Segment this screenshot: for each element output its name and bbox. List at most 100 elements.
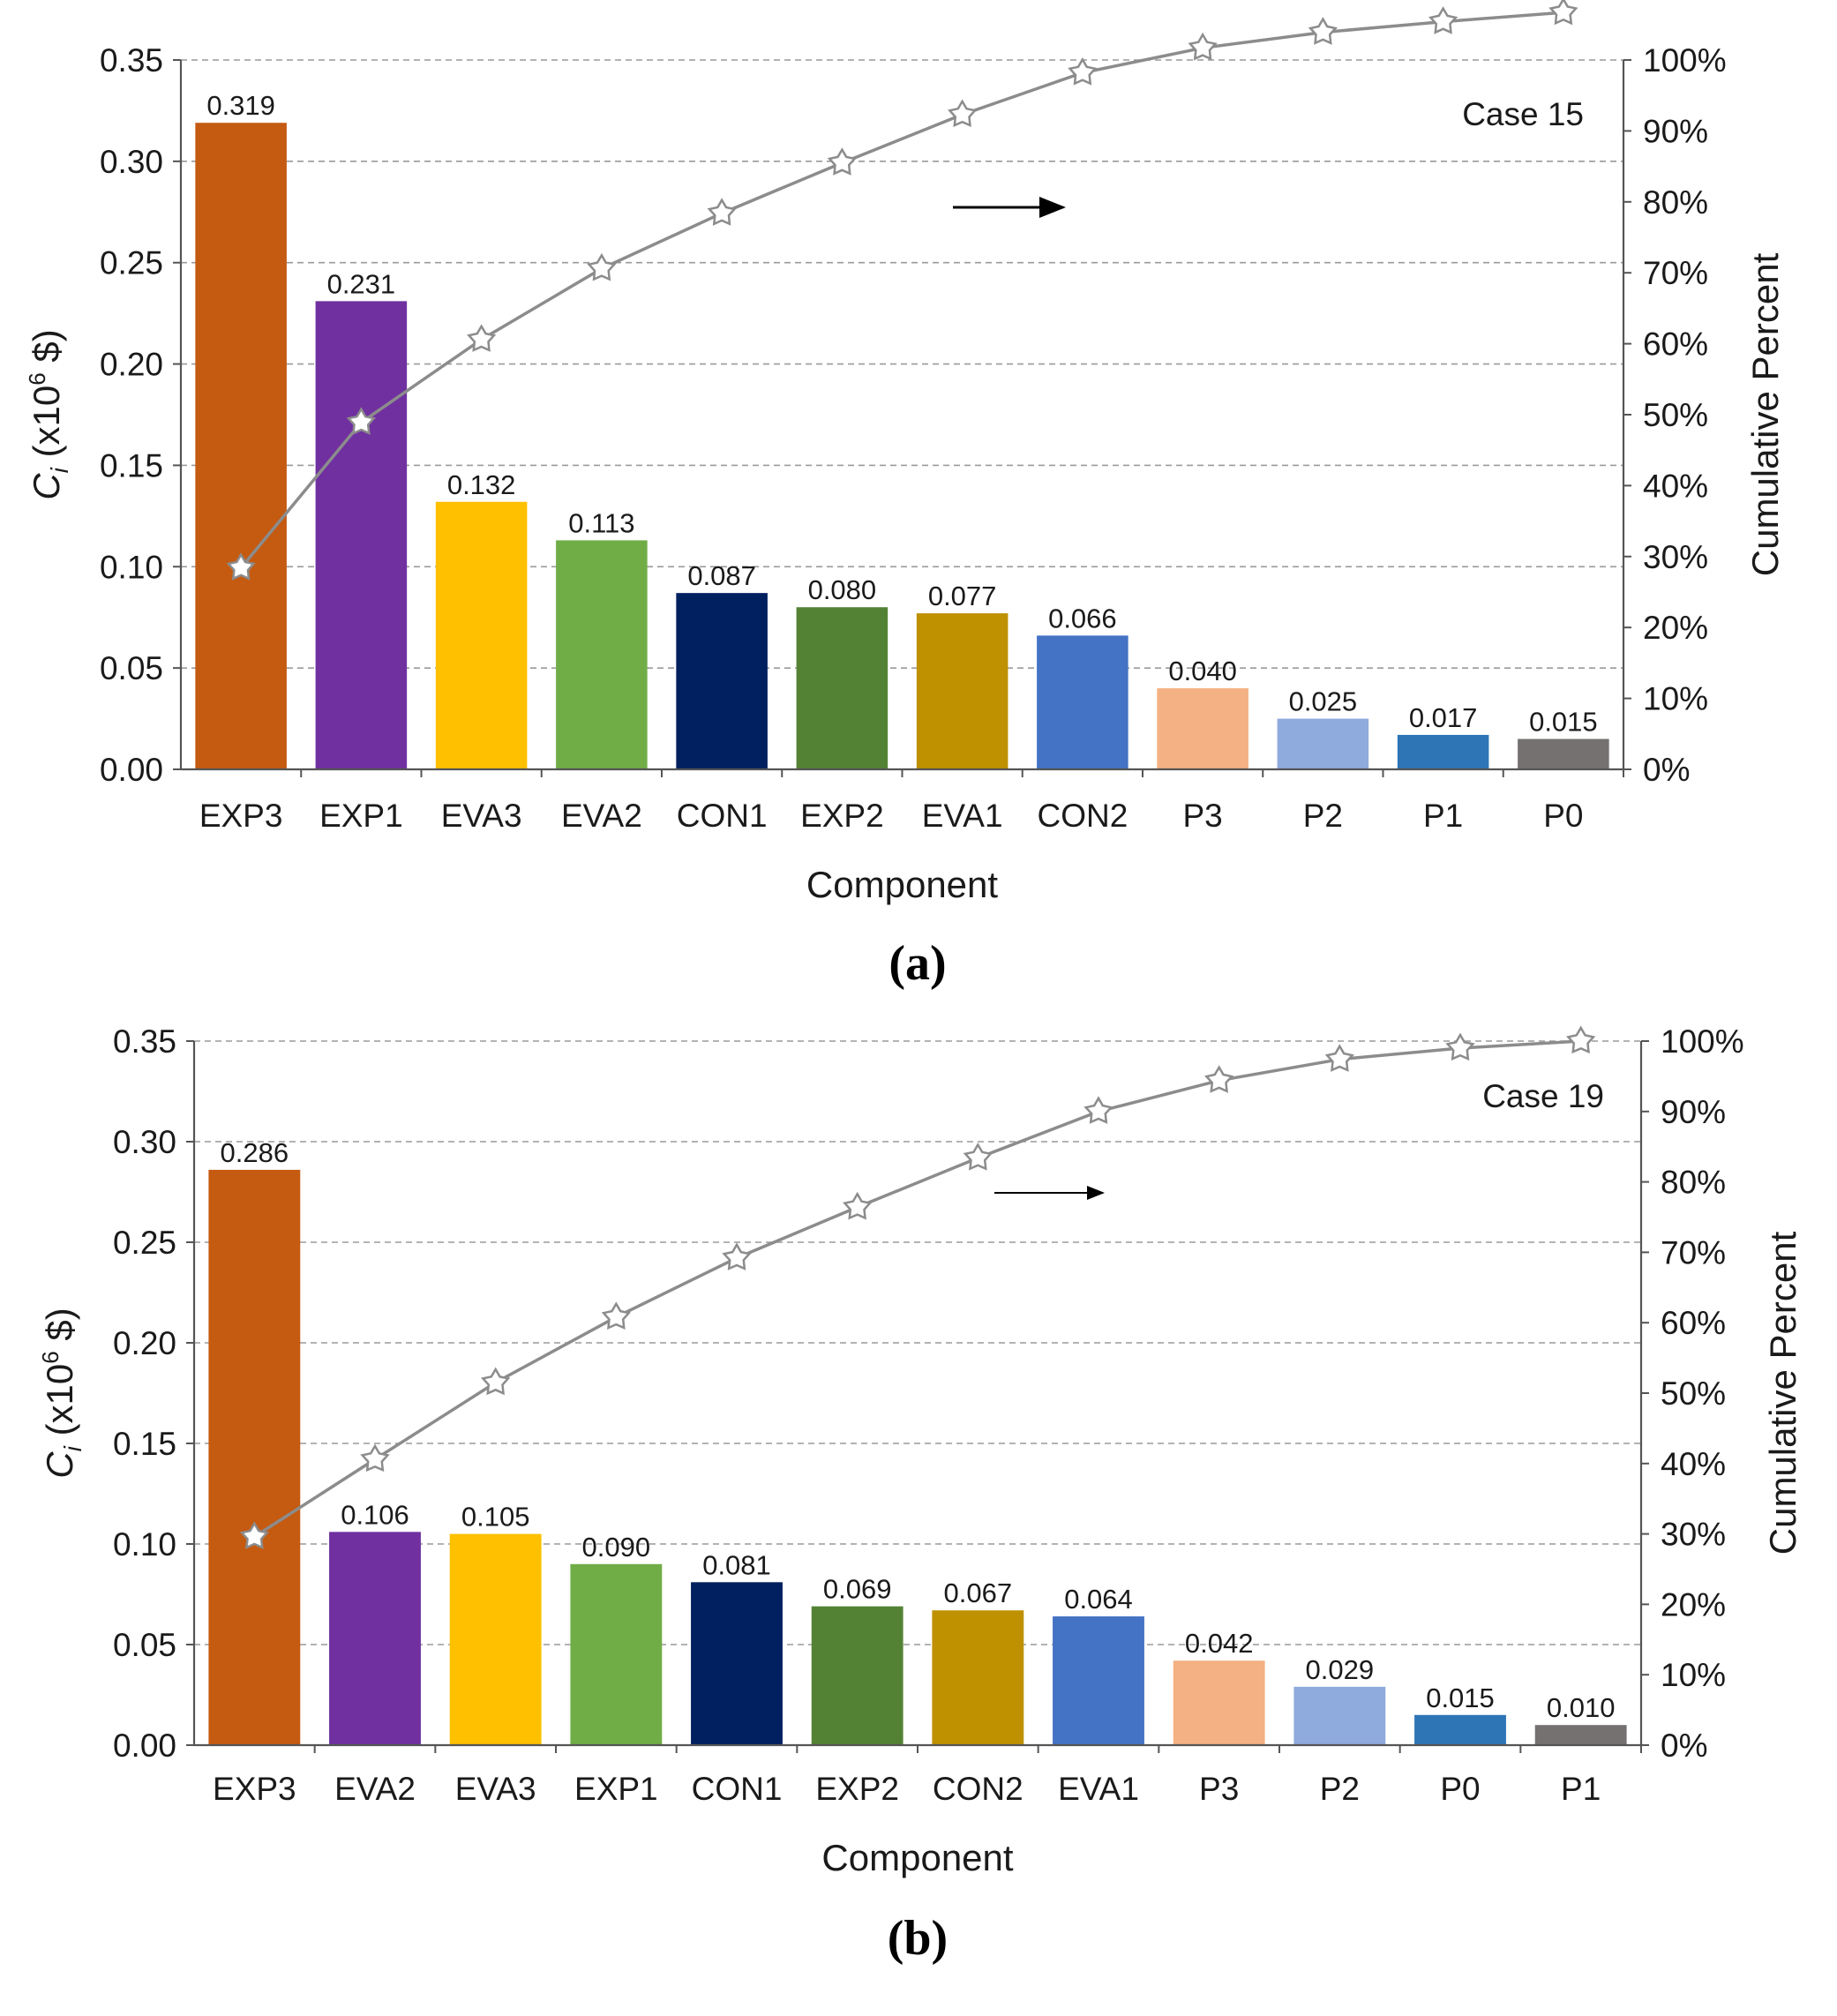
bar-value-label: 0.069	[823, 1574, 892, 1605]
x-category-label: EXP2	[815, 1771, 899, 1807]
y2-tick-label: 30%	[1643, 539, 1708, 575]
y-tick-label: 0.15	[100, 447, 163, 483]
bar-eva3	[435, 501, 528, 769]
cumulative-point-marker	[467, 324, 497, 352]
panel-label: (a)	[889, 936, 946, 991]
cumulative-point-marker	[707, 198, 737, 226]
y-tick-label: 0.25	[100, 245, 163, 281]
y2-tick-label: 0%	[1661, 1727, 1707, 1764]
y-tick-label: 0.25	[113, 1225, 176, 1261]
bar-value-label: 0.015	[1426, 1682, 1495, 1713]
bar-value-label: 0.081	[702, 1549, 771, 1580]
case-annotation: Case 15	[1462, 96, 1584, 132]
y2-tick-label: 10%	[1661, 1657, 1726, 1693]
bar-value-label: 0.113	[568, 507, 634, 538]
x-category-label: EVA2	[334, 1771, 416, 1807]
y-tick-label: 0.20	[113, 1325, 176, 1361]
x-category-label: P0	[1440, 1771, 1480, 1807]
bar-value-label: 0.105	[461, 1502, 530, 1533]
bar-value-label: 0.066	[1048, 603, 1117, 633]
cumulative-point-marker	[722, 1242, 752, 1270]
y2-axis-title: Cumulative Percent	[1744, 252, 1786, 576]
y2-tick-label: 30%	[1661, 1517, 1726, 1553]
bar-value-label: 0.064	[1064, 1584, 1133, 1615]
y2-tick-label: 80%	[1643, 184, 1708, 221]
y-tick-label: 0.30	[113, 1124, 176, 1160]
x-category-label: P2	[1320, 1771, 1360, 1807]
x-category-label: P3	[1199, 1771, 1239, 1807]
y2-tick-label: 80%	[1661, 1165, 1726, 1201]
bar-con1	[691, 1582, 783, 1745]
x-category-label: P0	[1543, 798, 1583, 834]
x-category-label: EXP2	[800, 798, 884, 834]
bar-value-label: 0.067	[944, 1578, 1013, 1608]
cumulative-point-marker	[1308, 17, 1338, 45]
y2-tick-label: 100%	[1643, 42, 1727, 79]
x-category-label: EXP3	[213, 1771, 296, 1807]
x-category-label: EVA3	[455, 1771, 536, 1807]
x-category-label: CON1	[677, 798, 768, 834]
cumulative-point-marker	[1445, 1032, 1475, 1061]
bar-p1	[1534, 1725, 1627, 1745]
bar-eva1	[1053, 1616, 1144, 1745]
y2-tick-label: 10%	[1643, 681, 1708, 717]
cumulative-point-marker	[1083, 1096, 1113, 1124]
x-category-label: EXP1	[574, 1771, 658, 1807]
y-tick-label: 0.10	[113, 1526, 176, 1563]
y-tick-label: 0.35	[100, 42, 163, 79]
cumulative-point-marker	[587, 252, 617, 281]
bar-eva1	[916, 613, 1008, 769]
bar-exp1	[570, 1563, 663, 1745]
bar-con2	[1037, 635, 1128, 769]
bar-value-label: 0.106	[341, 1499, 409, 1530]
x-axis-title: Component	[806, 864, 998, 905]
y-tick-label: 0.10	[100, 549, 163, 585]
case-annotation: Case 19	[1482, 1078, 1604, 1114]
x-category-label: CON2	[1037, 798, 1128, 834]
bar-eva2	[329, 1532, 421, 1745]
y2-tick-label: 20%	[1643, 610, 1708, 646]
y-tick-label: 0.00	[113, 1727, 176, 1764]
y2-tick-label: 50%	[1661, 1375, 1726, 1412]
bar-value-label: 0.319	[206, 90, 275, 121]
cumulative-point-marker	[1204, 1065, 1234, 1093]
y2-tick-label: 70%	[1661, 1234, 1726, 1270]
y-tick-label: 0.05	[113, 1627, 176, 1663]
bar-value-label: 0.090	[582, 1532, 651, 1563]
bar-exp2	[796, 607, 889, 769]
y2-tick-label: 90%	[1643, 113, 1708, 149]
bar-value-label: 0.025	[1289, 686, 1358, 717]
bar-exp2	[811, 1606, 904, 1745]
y2-tick-label: 90%	[1661, 1094, 1726, 1130]
cumulative-point-marker	[239, 1521, 269, 1549]
bar-con2	[932, 1610, 1024, 1745]
x-category-label: EVA1	[922, 798, 1003, 834]
bar-value-label: 0.286	[221, 1137, 289, 1168]
bar-exp3	[195, 123, 287, 769]
bar-value-label: 0.080	[808, 574, 877, 605]
cumulative-point-marker	[1566, 1025, 1596, 1054]
y-tick-label: 0.20	[100, 347, 163, 383]
y-axis-title: Ci (x106 $)	[37, 1308, 86, 1478]
bar-p2	[1293, 1686, 1386, 1745]
cumulative-percent-line	[253, 1039, 1581, 1539]
bar-value-label: 0.040	[1168, 656, 1237, 686]
bar-p0	[1414, 1714, 1506, 1745]
panel-label: (b)	[888, 1911, 948, 1966]
bar-eva3	[449, 1533, 542, 1745]
cumulative-point-marker	[843, 1191, 873, 1220]
bar-p1	[1397, 734, 1489, 769]
x-category-label: EVA3	[441, 798, 522, 834]
chart-panel-a: 0.00 0.05 0.10 0.15 0.20 0.25 0.30 0.35 0% 10% 20%…	[24, 0, 1786, 991]
cumulative-point-marker	[1428, 6, 1458, 34]
bar-value-label: 0.087	[687, 560, 756, 591]
bar-p3	[1173, 1660, 1265, 1745]
bar-value-label: 0.077	[928, 581, 997, 611]
x-category-label: EVA2	[561, 798, 642, 834]
y2-tick-label: 40%	[1661, 1446, 1726, 1482]
x-category-label: P1	[1423, 798, 1463, 834]
cumulative-point-marker	[1068, 57, 1098, 86]
chart-panel-b: 0.00 0.05 0.10 0.15 0.20 0.25 0.30 0.35 0% 10% 20%…	[37, 1023, 1803, 1966]
bar-value-label: 0.015	[1529, 707, 1598, 738]
